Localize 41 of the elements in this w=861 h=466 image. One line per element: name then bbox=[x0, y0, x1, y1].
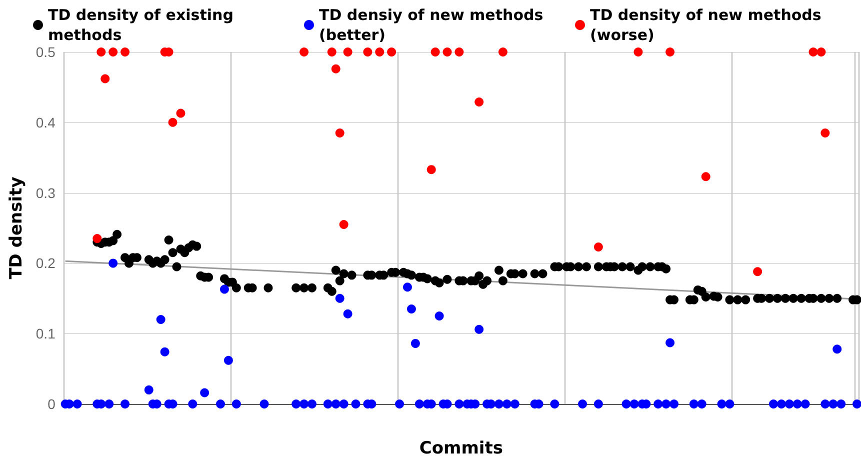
point bbox=[343, 48, 352, 56]
y-tick-label: 0.5 bbox=[36, 44, 56, 60]
legend-label: TD density of new methods (worse) bbox=[590, 6, 827, 44]
y-axis-title: TD density bbox=[6, 176, 26, 280]
point bbox=[100, 74, 110, 84]
point bbox=[454, 48, 464, 56]
y-tick-label: 0.1 bbox=[36, 326, 56, 342]
legend-label: TD densiy of new methods (better) bbox=[319, 6, 548, 44]
point bbox=[474, 97, 484, 106]
point bbox=[176, 108, 186, 118]
point bbox=[498, 48, 508, 56]
point bbox=[753, 267, 762, 276]
point bbox=[331, 64, 340, 74]
point bbox=[594, 242, 603, 252]
point bbox=[634, 48, 643, 56]
y-tick-label: 0 bbox=[48, 396, 56, 412]
point bbox=[339, 220, 348, 229]
point bbox=[701, 172, 710, 182]
x-axis-title: Commits bbox=[419, 438, 504, 458]
point bbox=[808, 48, 818, 56]
y-tick-label: 0.3 bbox=[36, 184, 56, 201]
point bbox=[442, 48, 452, 56]
point bbox=[820, 128, 830, 138]
point bbox=[335, 128, 344, 138]
point bbox=[426, 165, 436, 174]
point bbox=[387, 48, 396, 56]
point bbox=[430, 48, 440, 56]
point bbox=[92, 234, 102, 244]
y-tick-label: 0.2 bbox=[36, 255, 56, 272]
point bbox=[96, 48, 106, 56]
y-tick-label: 0.4 bbox=[36, 114, 56, 130]
point bbox=[375, 48, 384, 56]
point bbox=[120, 48, 130, 56]
point bbox=[363, 48, 372, 56]
legend-label: TD density of existing methods bbox=[48, 6, 239, 44]
point bbox=[108, 48, 118, 56]
point bbox=[168, 118, 178, 127]
point bbox=[666, 48, 675, 56]
point bbox=[816, 48, 826, 56]
point bbox=[327, 48, 336, 56]
point bbox=[300, 48, 309, 56]
